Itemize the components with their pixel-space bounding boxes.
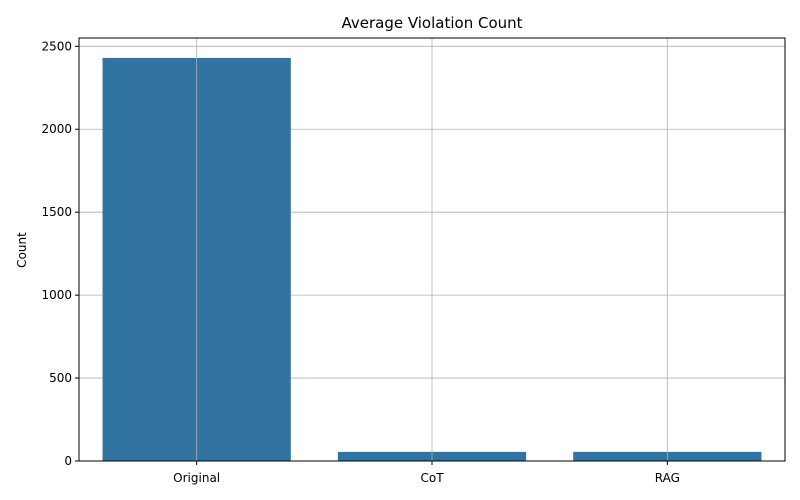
- x-tick-label: CoT: [420, 471, 444, 485]
- y-tick-label: 1000: [41, 288, 72, 302]
- y-tick-label: 0: [64, 454, 72, 468]
- y-tick-label: 500: [49, 371, 72, 385]
- vertical-grid-lines: [196, 38, 668, 461]
- x-tick-label: RAG: [655, 471, 680, 485]
- chart-title: Average Violation Count: [341, 14, 522, 32]
- y-tick-label: 2000: [41, 122, 72, 136]
- y-axis-ticks: 0 500 1000 1500 2000 2500: [41, 39, 79, 468]
- y-axis-label: Count: [15, 232, 29, 268]
- x-tick-label: Original: [173, 471, 220, 485]
- y-tick-label: 2500: [41, 39, 72, 53]
- x-axis-ticks: Original CoT RAG: [173, 461, 680, 485]
- y-tick-label: 1500: [41, 205, 72, 219]
